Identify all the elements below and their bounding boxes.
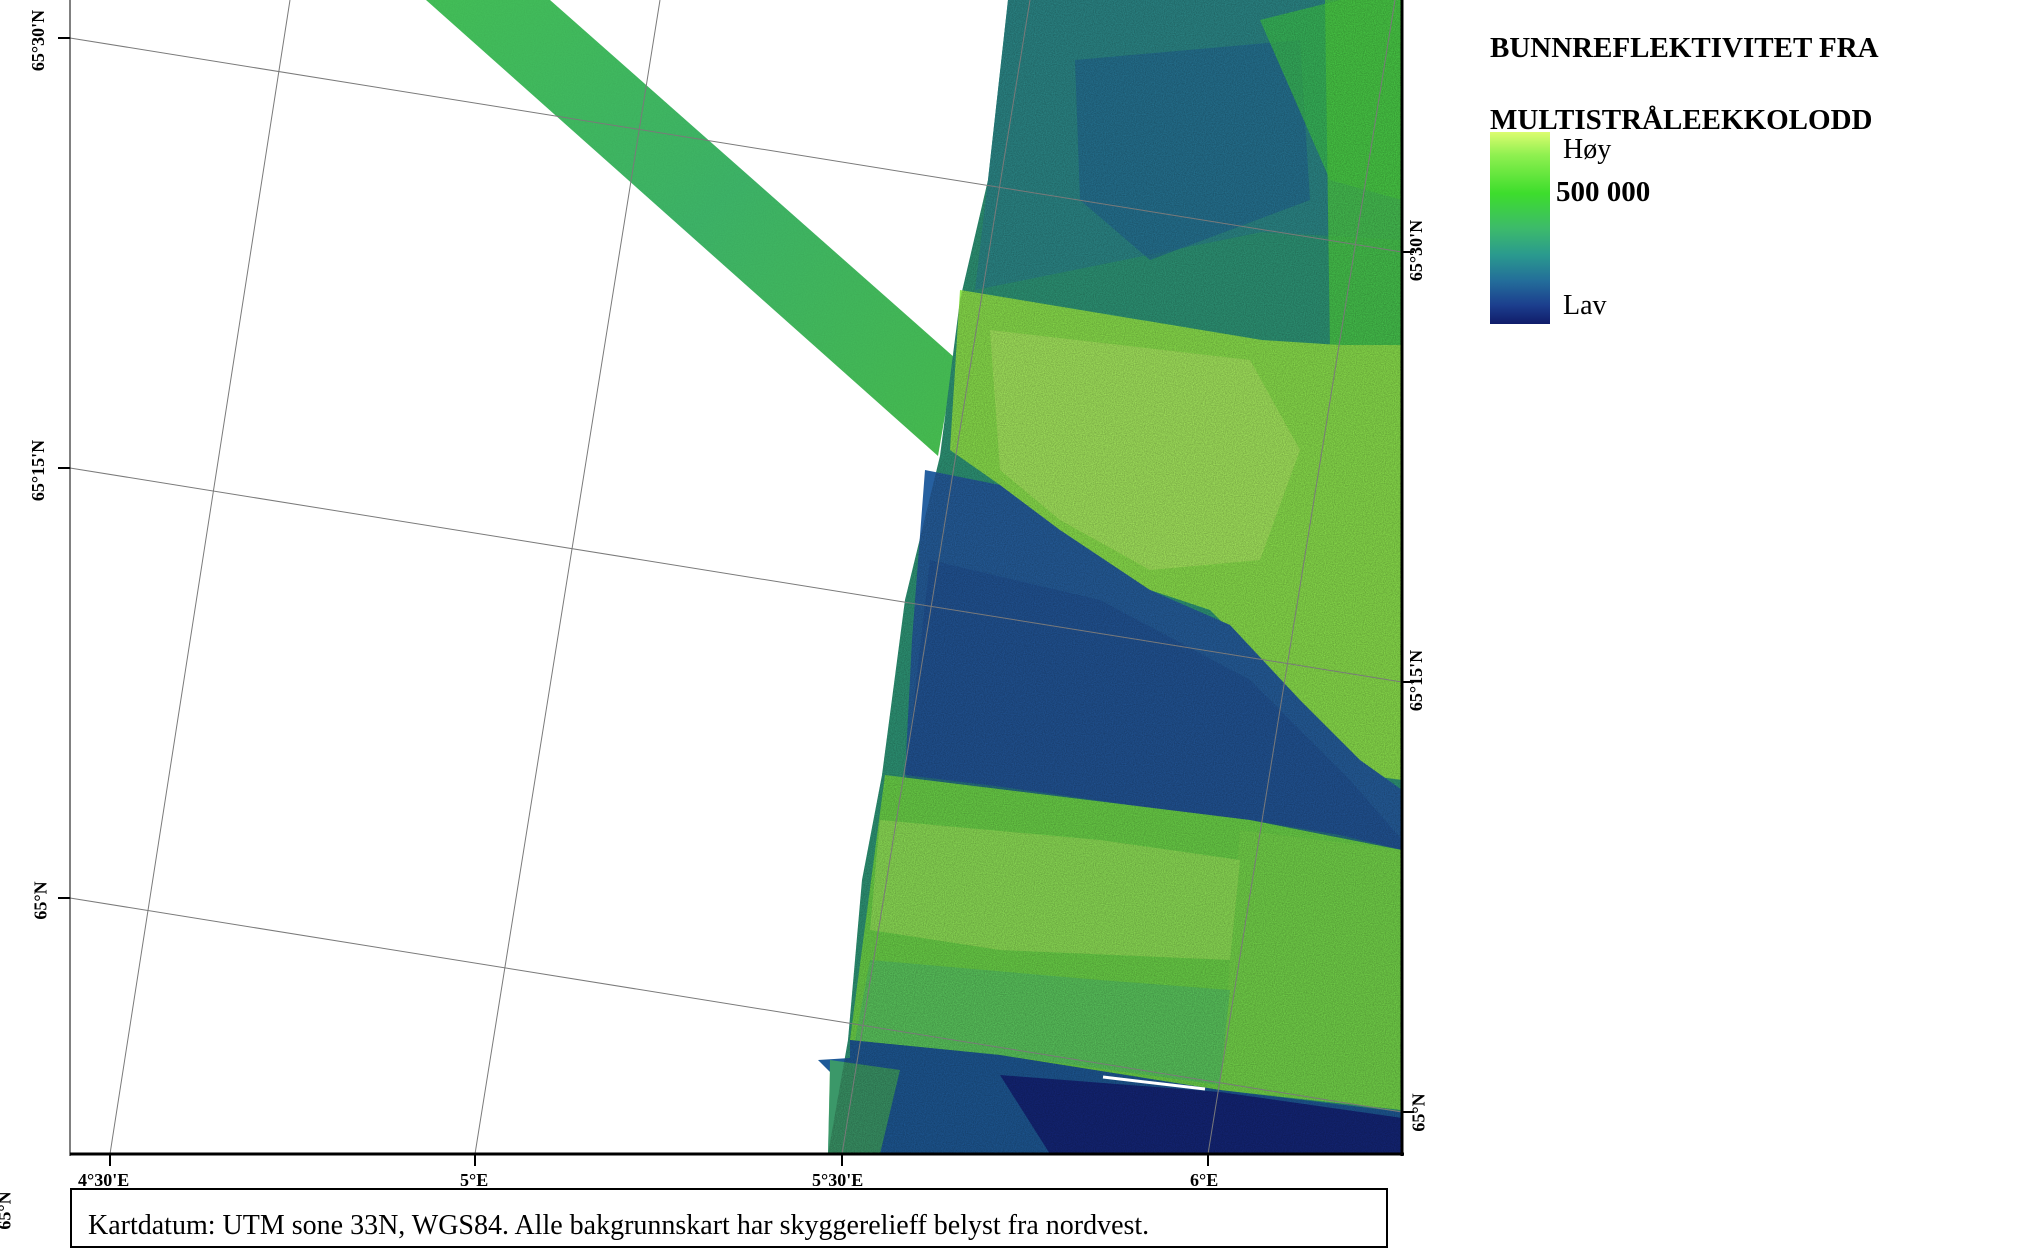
legend-title-line-1: BUNNREFLEKTIVITET FRA [1490,30,1879,66]
legend-low-label: Lav [1563,290,1607,322]
datum-note-box: Kartdatum: UTM sone 33N, WGS84. Alle bak… [70,1188,1388,1248]
lat-label-left-2: 65°15'N [28,440,49,501]
corner-lat-fragment: 65°N [0,1191,16,1229]
lat-label-left-1: 65°30'N [28,10,49,71]
lat-label-right-3: 65°N [1409,1093,1430,1131]
lat-label-right-1: 65°30'N [1406,220,1427,281]
lat-label-left-3: 65°N [31,881,52,919]
legend-high-label: Høy [1563,134,1611,166]
legend-color-ramp [1490,132,1550,324]
lat-label-right-2: 65°15'N [1406,650,1427,711]
datum-note-text: Kartdatum: UTM sone 33N, WGS84. Alle bak… [88,1210,1149,1242]
